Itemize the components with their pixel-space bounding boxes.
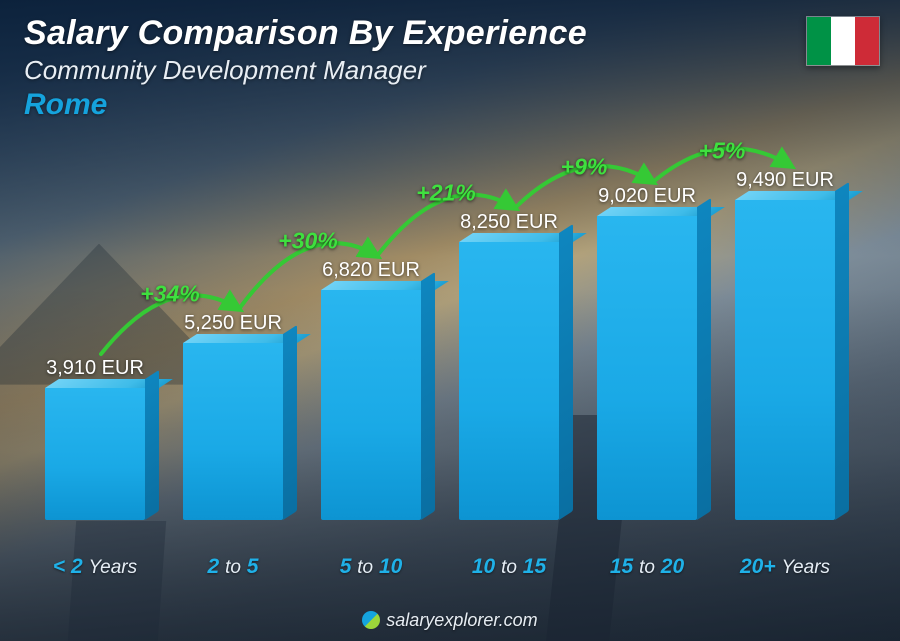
bar-side (697, 198, 711, 520)
bar-column: 6,820 EUR (302, 259, 440, 520)
bar-value-label: 3,910 EUR (46, 357, 144, 380)
chart-location: Rome (24, 88, 780, 122)
flag-stripe-white (831, 17, 855, 65)
flag-stripe-green (807, 17, 831, 65)
bar-side (559, 224, 573, 520)
flag-italy-icon (806, 16, 880, 66)
bar-value-label: 9,020 EUR (598, 185, 696, 208)
x-label: 5 to 10 (302, 555, 440, 583)
x-label: 15 to 20 (578, 555, 716, 583)
bar-value-label: 5,250 EUR (184, 312, 282, 335)
x-axis-labels: < 2 Years2 to 55 to 1010 to 1515 to 2020… (26, 555, 854, 583)
bar-side (283, 325, 297, 520)
infographic-stage: Salary Comparison By Experience Communit… (0, 0, 900, 641)
bar-chart: 3,910 EUR 5,250 EUR 6,820 EUR 8,250 EUR 9,02… (26, 150, 854, 583)
x-label: 2 to 5 (164, 555, 302, 583)
bar-front (45, 388, 145, 520)
x-label: 20+ Years (716, 555, 854, 583)
x-label: < 2 Years (26, 555, 164, 583)
bar-side (421, 272, 435, 520)
bars-container: 3,910 EUR 5,250 EUR 6,820 EUR 8,250 EUR 9,02… (26, 150, 854, 520)
bar-side (145, 370, 159, 520)
bar (597, 216, 697, 520)
bar-front (459, 242, 559, 520)
x-label: 10 to 15 (440, 555, 578, 583)
flag-stripe-red (855, 17, 879, 65)
bar-front (321, 290, 421, 520)
bar-front (183, 343, 283, 520)
bar (183, 343, 283, 520)
logo-icon (362, 611, 380, 629)
bar (735, 200, 835, 520)
chart-subtitle: Community Development Manager (24, 55, 780, 86)
bar (321, 290, 421, 520)
bar-front (735, 200, 835, 520)
bar-column: 5,250 EUR (164, 312, 302, 520)
chart-title: Salary Comparison By Experience (24, 14, 780, 53)
bar-column: 8,250 EUR (440, 211, 578, 520)
footer-text: salaryexplorer.com (386, 610, 537, 630)
bar-side (835, 182, 849, 520)
footer: salaryexplorer.com (0, 610, 900, 631)
bar-column: 3,910 EUR (26, 357, 164, 520)
bar (459, 242, 559, 520)
bar (45, 388, 145, 520)
bar-column: 9,020 EUR (578, 185, 716, 520)
bar-value-label: 8,250 EUR (460, 211, 558, 234)
bar-front (597, 216, 697, 520)
bar-value-label: 6,820 EUR (322, 259, 420, 282)
header: Salary Comparison By Experience Communit… (24, 14, 780, 122)
bar-column: 9,490 EUR (716, 169, 854, 520)
bar-value-label: 9,490 EUR (736, 169, 834, 192)
